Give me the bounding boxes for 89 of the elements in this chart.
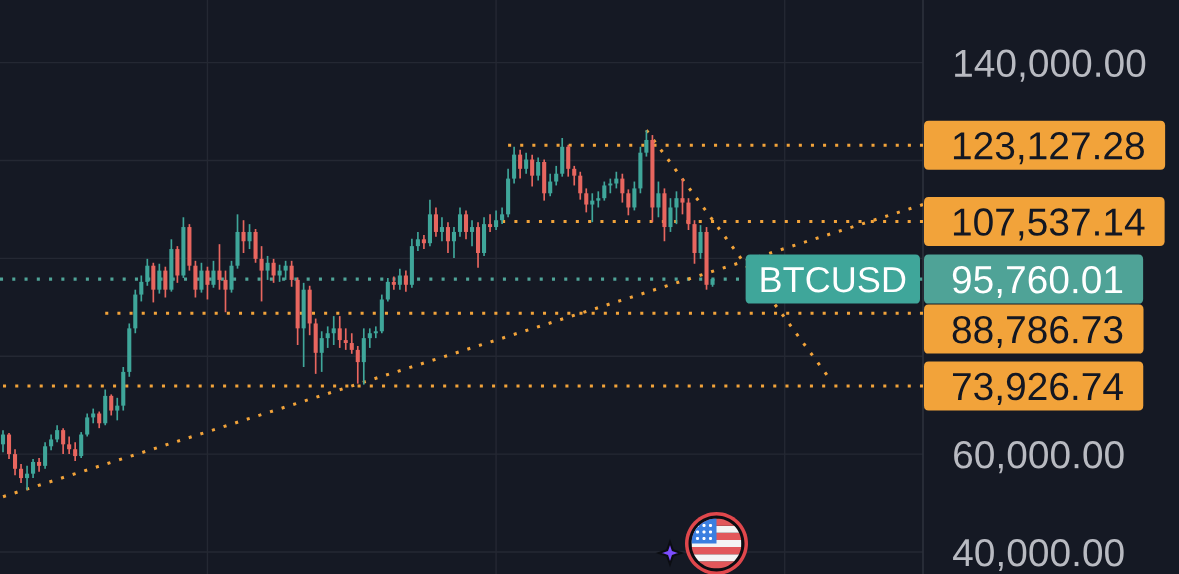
candlestick [115, 397, 120, 422]
candlestick [451, 226, 457, 259]
candlestick [536, 156, 541, 182]
candlestick [217, 243, 222, 291]
candlestick [12, 448, 18, 476]
candlestick [391, 275, 396, 291]
candlestick [554, 165, 559, 187]
candlestick [163, 265, 168, 299]
candlestick [512, 145, 517, 185]
candlestick [632, 180, 637, 212]
candlestick [223, 269, 228, 314]
candlestick [656, 180, 661, 219]
candlestick [674, 190, 679, 225]
series-label: BTCUSD [761, 266, 906, 293]
candlestick [85, 412, 90, 438]
candlestick [584, 187, 589, 214]
candlestick [325, 325, 330, 349]
candlestick [283, 259, 288, 281]
candlestick [596, 190, 601, 209]
candlestick [367, 327, 372, 349]
candlestick [518, 148, 523, 180]
candlestick [0, 429, 6, 453]
y-tick-label: 140,000.00 [955, 49, 1146, 82]
candlestick [151, 261, 156, 304]
candlestick [319, 330, 324, 373]
candlestick [572, 165, 577, 187]
candlestick [67, 435, 72, 455]
candlestick [157, 262, 162, 295]
candlestick [494, 209, 499, 231]
candlestick [686, 197, 691, 231]
candlestick [331, 315, 336, 346]
candlestick [61, 427, 66, 455]
candlestick [355, 345, 360, 385]
candlestick [445, 221, 451, 254]
data-label: 73,926.74 [952, 372, 1123, 405]
candlestick [289, 259, 294, 288]
data-label: 107,537.14 [953, 208, 1145, 241]
data-label: 88,786.73 [952, 315, 1123, 349]
candlestick [469, 219, 475, 247]
candlestick [488, 213, 493, 233]
candlestick [247, 223, 252, 250]
candlestick [259, 245, 264, 303]
candlestick [698, 224, 703, 260]
candlestick [644, 129, 649, 158]
candlestick [463, 209, 469, 241]
candlestick [337, 315, 342, 349]
candlestick [415, 231, 420, 252]
candlestick [6, 432, 12, 460]
candlestick [668, 197, 673, 233]
candlestick [385, 277, 390, 303]
candlestick [620, 172, 625, 204]
candlestick [602, 180, 607, 202]
candlestick [566, 144, 571, 178]
candlestick [349, 332, 354, 355]
candlestick [139, 274, 144, 303]
candlestick [205, 265, 210, 301]
candlestick [73, 441, 78, 462]
candlestick [271, 258, 276, 284]
candlestick [680, 177, 685, 216]
candlestick [193, 259, 198, 299]
candlestick [145, 258, 150, 287]
candlestick [397, 267, 402, 291]
candlestick [199, 261, 204, 294]
candlestick [530, 153, 535, 188]
candlestick [43, 441, 48, 470]
candlestick [265, 255, 270, 281]
candlestick [457, 206, 463, 238]
candlestick [229, 259, 234, 294]
candlestick [241, 219, 246, 254]
candlestick [343, 327, 348, 351]
candlestick [433, 206, 438, 238]
y-tick-label: 40,000.00 [953, 538, 1124, 572]
candlestick [403, 269, 408, 293]
candlestick [373, 325, 378, 339]
candlestick [79, 431, 84, 459]
candlestick [578, 170, 583, 201]
candlestick [19, 463, 24, 484]
candlestick [211, 259, 216, 289]
ref-line-label: 95,760.01 [952, 265, 1123, 299]
candlestick [590, 192, 595, 223]
y-tick-label: 60,000.00 [954, 441, 1124, 474]
data-label: 123,127.28 [953, 132, 1144, 165]
candlestick [439, 216, 444, 243]
candlestick [548, 172, 553, 198]
candlestick [361, 327, 366, 386]
candlestick [626, 188, 631, 217]
candlestick [31, 458, 36, 479]
candlestick [109, 393, 114, 417]
candlestick [524, 151, 529, 175]
